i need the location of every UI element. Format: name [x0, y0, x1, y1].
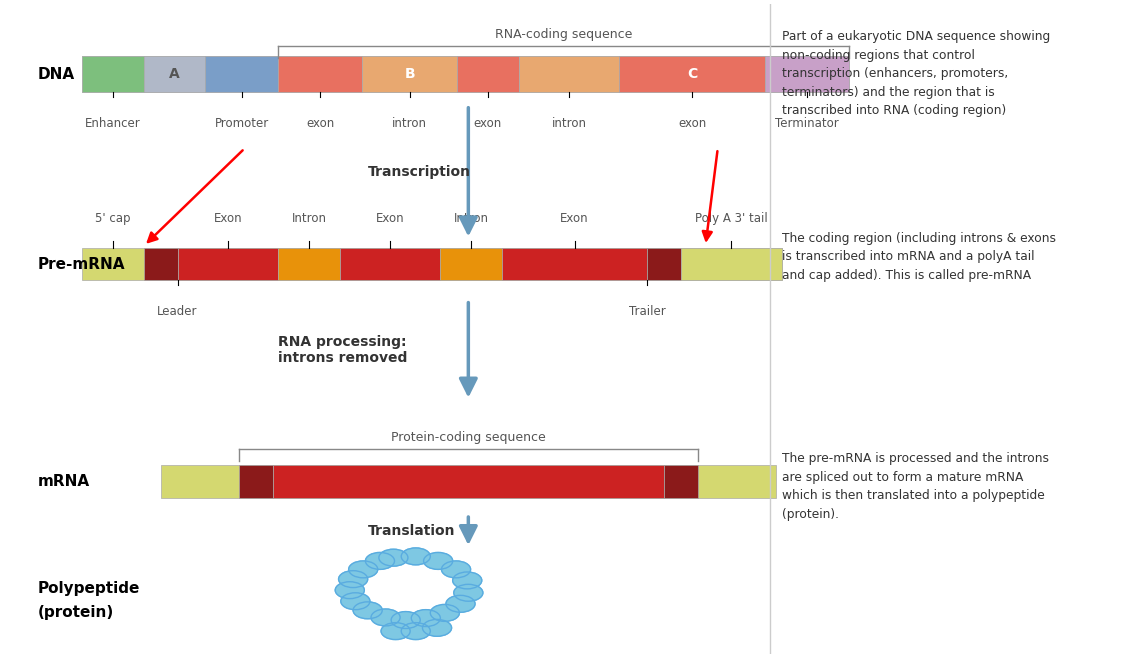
- Bar: [205, 56, 279, 92]
- Text: mRNA: mRNA: [37, 474, 90, 489]
- Text: B: B: [404, 67, 415, 81]
- Circle shape: [370, 609, 400, 626]
- Bar: [144, 56, 205, 92]
- Text: Poly A 3' tail: Poly A 3' tail: [695, 212, 767, 225]
- Circle shape: [401, 622, 431, 640]
- Text: Translation: Translation: [368, 524, 455, 538]
- Bar: [279, 248, 340, 280]
- Bar: [83, 56, 849, 92]
- Text: Polypeptide: Polypeptide: [37, 582, 140, 596]
- Text: Protein-coding sequence: Protein-coding sequence: [391, 431, 546, 444]
- Bar: [681, 248, 782, 280]
- Text: The pre-mRNA is processed and the introns
are spliced out to form a mature mRNA
: The pre-mRNA is processed and the intron…: [782, 453, 1048, 521]
- Bar: [144, 248, 178, 280]
- Bar: [340, 248, 441, 280]
- Bar: [161, 465, 776, 498]
- Text: Leader: Leader: [157, 305, 198, 318]
- Text: Exon: Exon: [561, 212, 589, 225]
- Text: exon: exon: [306, 116, 334, 130]
- Text: intron: intron: [552, 116, 587, 130]
- Text: Intron: Intron: [291, 212, 326, 225]
- Circle shape: [431, 605, 459, 621]
- Bar: [83, 56, 144, 92]
- Circle shape: [335, 582, 365, 599]
- Text: Exon: Exon: [376, 212, 404, 225]
- Circle shape: [442, 561, 470, 578]
- Text: (protein): (protein): [37, 605, 114, 620]
- Text: DNA: DNA: [37, 66, 75, 82]
- Text: A: A: [169, 67, 180, 81]
- Text: The coding region (including introns & exons
is transcribed into mRNA and a poly: The coding region (including introns & e…: [782, 232, 1056, 282]
- Bar: [279, 56, 363, 92]
- Text: intron: intron: [392, 116, 427, 130]
- Circle shape: [378, 549, 408, 566]
- Text: Part of a eukaryotic DNA sequence showing
non-coding regions that control
transc: Part of a eukaryotic DNA sequence showin…: [782, 30, 1050, 117]
- Bar: [457, 56, 519, 92]
- Text: Exon: Exon: [213, 212, 242, 225]
- Text: exon: exon: [678, 116, 706, 130]
- Circle shape: [353, 602, 382, 619]
- Bar: [620, 56, 765, 92]
- Circle shape: [391, 611, 420, 628]
- Text: C: C: [687, 67, 697, 81]
- Circle shape: [446, 595, 475, 612]
- Text: Transcription: Transcription: [368, 165, 470, 179]
- Bar: [273, 465, 664, 498]
- Circle shape: [454, 584, 483, 601]
- Bar: [239, 465, 273, 498]
- Circle shape: [381, 622, 410, 640]
- Text: Terminator: Terminator: [775, 116, 838, 130]
- Bar: [664, 465, 698, 498]
- Bar: [441, 248, 502, 280]
- Circle shape: [366, 553, 394, 569]
- Bar: [178, 248, 279, 280]
- Text: exon: exon: [474, 116, 502, 130]
- Circle shape: [339, 570, 368, 588]
- Text: Pre-mRNA: Pre-mRNA: [37, 257, 126, 272]
- Text: Enhancer: Enhancer: [85, 116, 142, 130]
- Circle shape: [341, 593, 369, 610]
- Bar: [363, 56, 457, 92]
- Text: 5' cap: 5' cap: [95, 212, 131, 225]
- Text: Intron: Intron: [453, 212, 488, 225]
- Circle shape: [424, 553, 453, 569]
- Bar: [765, 56, 849, 92]
- Text: RNA-coding sequence: RNA-coding sequence: [495, 28, 632, 41]
- Circle shape: [453, 572, 482, 589]
- Circle shape: [411, 610, 441, 626]
- Text: RNA processing:
introns removed: RNA processing: introns removed: [279, 335, 408, 365]
- Bar: [502, 248, 647, 280]
- Text: Promoter: Promoter: [215, 116, 269, 130]
- Circle shape: [401, 548, 431, 565]
- Bar: [647, 248, 681, 280]
- Text: Trailer: Trailer: [629, 305, 666, 318]
- Bar: [83, 248, 782, 280]
- Bar: [519, 56, 620, 92]
- Circle shape: [423, 619, 452, 636]
- Circle shape: [349, 561, 377, 578]
